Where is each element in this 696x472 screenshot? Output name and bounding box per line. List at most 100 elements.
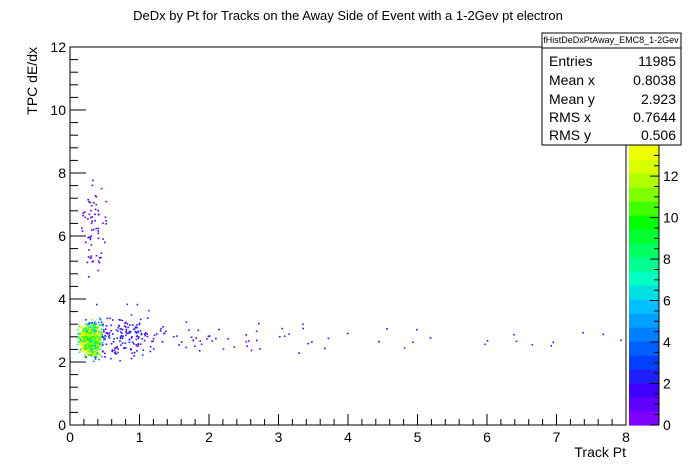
x-tick-label: 2 xyxy=(205,429,213,445)
data-point xyxy=(119,359,121,362)
data-point xyxy=(92,260,94,262)
data-point xyxy=(218,328,220,331)
data-point xyxy=(91,220,93,223)
data-point xyxy=(98,358,100,361)
data-point xyxy=(99,324,101,326)
data-point xyxy=(103,329,105,331)
data-point xyxy=(256,339,258,342)
data-point xyxy=(79,336,82,338)
data-point xyxy=(84,328,87,330)
data-point xyxy=(200,343,203,346)
data-point xyxy=(87,218,89,220)
data-point xyxy=(181,341,183,343)
data-point xyxy=(429,337,432,339)
data-point xyxy=(146,333,148,335)
data-point xyxy=(197,329,200,332)
data-point xyxy=(96,335,98,337)
data-point xyxy=(81,333,84,336)
y-tick-label: 6 xyxy=(58,228,66,244)
data-point xyxy=(215,337,217,340)
data-point xyxy=(133,343,135,345)
x-tick-label: 8 xyxy=(622,429,630,445)
data-point xyxy=(86,326,89,329)
data-point xyxy=(102,323,104,326)
data-point xyxy=(94,335,97,337)
data-point xyxy=(283,335,286,337)
data-point xyxy=(88,332,91,334)
data-point xyxy=(327,337,330,340)
data-point xyxy=(83,337,86,340)
data-point xyxy=(91,340,94,342)
data-point xyxy=(90,341,93,343)
data-point xyxy=(124,342,126,345)
data-point xyxy=(105,325,108,327)
data-point xyxy=(95,347,97,349)
data-point xyxy=(108,334,111,337)
data-point xyxy=(92,338,94,341)
data-point xyxy=(133,355,135,357)
data-point xyxy=(211,340,213,342)
data-point xyxy=(125,347,127,349)
data-point xyxy=(81,326,83,328)
data-point xyxy=(84,340,86,343)
data-point xyxy=(88,344,90,346)
data-point xyxy=(133,328,136,330)
data-point xyxy=(93,350,96,353)
data-point xyxy=(87,341,89,343)
data-point xyxy=(139,318,142,321)
data-point xyxy=(125,329,128,331)
data-point xyxy=(92,337,94,340)
data-point xyxy=(82,344,85,346)
data-point xyxy=(281,327,284,330)
data-point xyxy=(513,333,515,336)
data-point xyxy=(131,352,134,354)
data-point xyxy=(298,352,300,354)
data-point xyxy=(95,342,97,344)
data-point xyxy=(104,241,106,244)
data-point xyxy=(137,331,139,334)
data-point xyxy=(129,324,131,326)
data-point xyxy=(82,214,84,217)
data-point xyxy=(82,339,85,342)
data-point xyxy=(97,232,100,235)
data-point xyxy=(117,351,119,354)
data-point xyxy=(83,342,85,345)
data-point xyxy=(80,338,83,341)
data-point xyxy=(94,213,96,216)
data-point xyxy=(82,212,84,214)
data-point xyxy=(102,238,104,240)
data-point xyxy=(188,329,190,331)
data-point xyxy=(121,342,124,344)
data-point xyxy=(89,340,92,342)
data-point xyxy=(135,344,137,346)
data-point xyxy=(104,216,107,218)
data-point xyxy=(198,350,201,352)
data-point xyxy=(94,325,96,328)
data-point xyxy=(111,349,114,351)
data-point xyxy=(96,337,99,340)
data-point xyxy=(97,325,100,328)
data-point xyxy=(92,351,94,354)
data-point xyxy=(95,227,98,230)
data-point xyxy=(97,269,100,272)
data-point xyxy=(152,348,155,350)
data-point xyxy=(552,341,555,344)
data-point xyxy=(104,338,107,340)
data-point xyxy=(92,329,95,331)
data-point xyxy=(123,347,125,350)
data-point xyxy=(155,333,158,335)
data-point xyxy=(94,195,97,197)
data-point xyxy=(81,230,84,232)
y-tick-label: 0 xyxy=(58,417,66,433)
data-point xyxy=(87,236,89,239)
data-point xyxy=(88,347,90,349)
data-point xyxy=(88,345,90,347)
colorbar-segment xyxy=(629,369,659,384)
data-point xyxy=(233,346,235,348)
data-point xyxy=(130,314,133,316)
data-point xyxy=(88,249,90,251)
data-point xyxy=(92,328,94,330)
data-point xyxy=(85,329,88,331)
data-point xyxy=(80,347,82,350)
data-point xyxy=(77,341,80,343)
